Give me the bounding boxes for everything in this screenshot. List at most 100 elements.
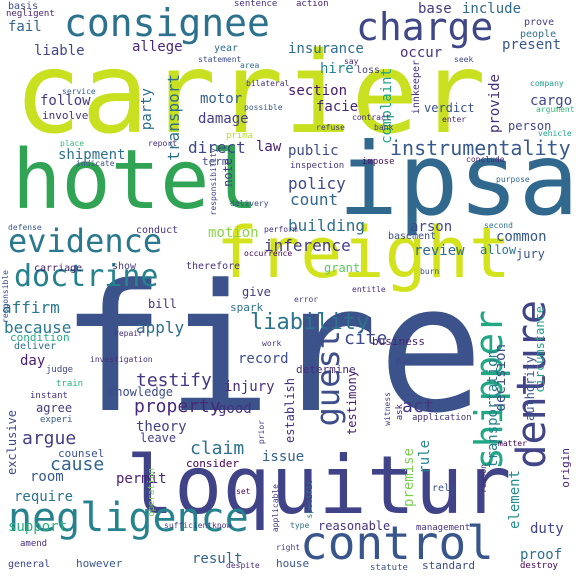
word-law: law [256, 139, 282, 155]
word-train: train [56, 379, 84, 389]
word-allow: allow [480, 243, 517, 257]
word-area: area [240, 61, 260, 70]
word-establish: establish [283, 378, 297, 444]
word-prove: prove [524, 17, 555, 28]
word-because: because [4, 318, 72, 337]
word-reason: reason [479, 464, 488, 493]
word-bilateral: bilateral [246, 79, 290, 88]
word-doctrine: doctrine [14, 259, 159, 294]
word-follow: follow [40, 93, 91, 109]
word-agree: agree [36, 401, 73, 415]
word-however: however [76, 557, 123, 570]
word-sentence: sentence [234, 0, 278, 9]
word-good: good [218, 401, 252, 417]
word-entitle: entitle [352, 285, 386, 294]
word-property: property [134, 396, 221, 417]
word-bank: bank [374, 123, 394, 132]
word-require: require [14, 489, 74, 505]
word-ask: ask [395, 404, 405, 421]
word-know: know [212, 521, 232, 530]
word-matter: matter [498, 439, 527, 448]
word-instrumentality: instrumentality [390, 136, 571, 160]
word-policy: policy [288, 174, 346, 193]
word-person: person [508, 119, 552, 133]
word-give: give [242, 285, 271, 299]
word-public: public [288, 143, 339, 159]
word-apply: apply [136, 318, 185, 337]
word-act: act [402, 396, 435, 417]
word-facie: facie [316, 99, 359, 115]
word-house: house [276, 557, 310, 570]
word-statement: statement [198, 55, 242, 64]
word-grant: grant [324, 261, 361, 275]
word-claim: claim [190, 438, 245, 459]
word-report: report [148, 139, 177, 148]
word-company: company [530, 79, 564, 88]
word-set: set [236, 487, 251, 496]
word-include: include [462, 1, 522, 17]
word-occur: occur [400, 45, 443, 61]
word-business: business [372, 335, 425, 348]
word-year: year [214, 43, 239, 54]
word-affirm: affirm [2, 298, 60, 317]
word-defense: defense [8, 223, 42, 232]
word-innkeeper: innkeeper [411, 60, 422, 115]
word-specific: specific [305, 480, 314, 519]
word-judge: judge [46, 365, 74, 375]
word-complaint: complaint [379, 68, 395, 144]
word-ipsa: ipsa [338, 121, 576, 238]
word-loquitur: loquitur [126, 439, 512, 532]
word-counsel: counsel [58, 447, 105, 460]
word-burn: burn [420, 267, 440, 276]
word-liable: liable [34, 43, 85, 59]
word-fire: fire [60, 247, 484, 452]
word-motor: motor [200, 91, 243, 107]
word-contract: contract [352, 113, 391, 122]
word-place: place [60, 139, 85, 148]
word-amend: amend [20, 539, 48, 549]
word-refuse: refuse [316, 123, 345, 132]
word-second: second [484, 221, 513, 230]
word-applicable: applicable [271, 484, 280, 533]
word-element: element [507, 470, 523, 530]
word-basis: basis [8, 1, 39, 12]
word-witness: witness [383, 392, 392, 426]
word-service: service [62, 87, 96, 96]
word-hire: hire [320, 61, 354, 77]
word-common: common [496, 229, 547, 245]
word-building: building [288, 216, 366, 235]
word-damage: damage [198, 111, 249, 127]
word-result: result [192, 551, 243, 567]
word-issue: issue [262, 449, 305, 465]
word-management: management [416, 523, 471, 533]
word-jury: jury [516, 247, 545, 261]
word-determine: determine [296, 363, 356, 376]
word-control: control [300, 516, 494, 570]
word-allege: allege [132, 39, 183, 55]
word-application: application [412, 413, 472, 423]
word-charge: charge [356, 5, 494, 49]
word-perform: perform [264, 225, 298, 234]
word-testify: testify [136, 370, 212, 391]
word-experi: experi [40, 415, 73, 425]
word-testimony: testimony [345, 370, 359, 436]
word-prior: prior [257, 420, 266, 445]
word-origin: origin [559, 448, 572, 488]
word-operation: operation [147, 468, 157, 517]
word-cargo: cargo [530, 93, 573, 109]
word-statute: statute [370, 563, 408, 573]
word-review: review [414, 243, 465, 259]
word-repair: repair [114, 329, 143, 338]
word-indicate: indicate [76, 159, 115, 168]
word-inspection: inspection [290, 161, 345, 171]
word-deliver: deliver [14, 341, 57, 352]
word-purpose: purpose [496, 175, 530, 184]
word-therefore: therefore [186, 261, 241, 272]
word-day: day [20, 353, 46, 369]
word-transportation: transportation [485, 350, 501, 469]
word-duty: duty [530, 521, 564, 537]
word-despite: despite [226, 561, 260, 570]
word-conduct: conduct [136, 225, 179, 236]
word-carrier: carrier [14, 29, 487, 159]
word-base: base [418, 1, 452, 17]
